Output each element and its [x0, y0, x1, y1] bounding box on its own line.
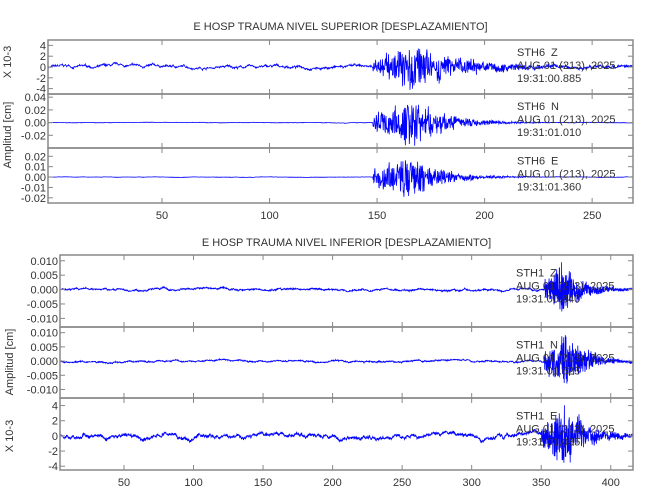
y-tick-label: 0.01 — [25, 162, 46, 174]
scale-label: X 10-3 — [4, 420, 16, 452]
component-label: N — [550, 339, 558, 351]
time-label: 19:31:01.085 — [516, 437, 580, 449]
y-tick-label: 0 — [40, 62, 46, 74]
panel-frame — [47, 147, 634, 204]
y-tick-label: -0.02 — [21, 130, 46, 142]
component-label: N — [551, 101, 559, 113]
x-tick-label: 50 — [118, 477, 130, 489]
date-label: AUG 01 (213), 2025 — [516, 352, 614, 364]
time-label: 19:31:00.885 — [517, 73, 581, 85]
y-tick-label: 0.010 — [30, 328, 58, 340]
y-tick-label: 0.005 — [30, 342, 58, 354]
y-tick-label: -0.02 — [21, 193, 46, 205]
x-tick-label: 200 — [323, 477, 341, 489]
station-label: STH1 — [516, 339, 544, 351]
x-tick-label: 400 — [602, 477, 620, 489]
time-label: 19:31:00.840 — [516, 294, 580, 306]
component-label: Z — [551, 47, 558, 59]
waveform-line — [48, 104, 634, 146]
waveform-line — [59, 335, 634, 384]
y-tick-label: 0.005 — [30, 270, 58, 282]
y-tick-label: -0.010 — [27, 384, 58, 396]
y-tick-label: -2 — [48, 446, 58, 458]
component-label: Z — [550, 268, 557, 280]
x-tick-label: 150 — [254, 477, 272, 489]
y-axis-label: Amplitud [cm] — [4, 329, 16, 396]
x-tick-label: 100 — [260, 210, 278, 222]
x-tick-label: 300 — [462, 477, 480, 489]
panel-frame — [59, 397, 634, 471]
y-axis-label: Amplitud [cm] — [2, 102, 14, 169]
chart-title: E HOSP TRAUMA NIVEL SUPERIOR [DESPLAZAMI… — [193, 21, 487, 33]
y-tick-label: 2 — [52, 416, 58, 428]
y-tick-label: -0.005 — [27, 370, 58, 382]
chart-title: E HOSP TRAUMA NIVEL INFERIOR [DESPLAZAMI… — [202, 237, 491, 249]
y-tick-label: 0.000 — [30, 285, 58, 297]
x-tick-label: 250 — [583, 210, 601, 222]
time-label: 19:31:01.625 — [516, 365, 580, 377]
y-tick-label: 4 — [40, 40, 46, 52]
date-label: AUG 01 (213), 2025 — [516, 424, 614, 436]
y-tick-label: -4 — [48, 461, 58, 473]
y-tick-label: -0.005 — [27, 299, 58, 311]
time-label: 19:31:01.360 — [517, 182, 581, 194]
y-tick-label: 2 — [40, 51, 46, 63]
component-label: E — [551, 156, 558, 168]
waveform-line — [59, 405, 634, 463]
x-tick-label: 150 — [368, 210, 386, 222]
x-tick-label: 100 — [184, 477, 202, 489]
y-tick-label: 0.000 — [30, 356, 58, 368]
chart-0: E HOSP TRAUMA NIVEL SUPERIOR [DESPLAZAMI… — [2, 21, 634, 222]
y-tick-label: 0.010 — [30, 256, 58, 268]
station-label: STH6 — [517, 101, 545, 113]
date-label: AUG 01 (213), 2025 — [517, 114, 615, 126]
date-label: AUG 01 (213), 2025 — [517, 169, 615, 181]
waveform-line — [59, 262, 634, 312]
time-label: 19:31:01.010 — [517, 127, 581, 139]
y-tick-label: 0.02 — [25, 151, 46, 163]
y-tick-label: 0.00 — [25, 172, 46, 184]
y-tick-label: 0.00 — [25, 118, 46, 130]
station-label: STH1 — [516, 268, 544, 280]
y-tick-label: 0.04 — [25, 92, 46, 104]
waveform-line — [47, 48, 634, 90]
y-tick-label: 0.02 — [25, 105, 46, 117]
x-tick-label: 50 — [156, 210, 168, 222]
y-tick-label: -2 — [36, 73, 46, 85]
component-label: E — [550, 411, 557, 423]
x-tick-label: 350 — [532, 477, 550, 489]
y-tick-label: -0.010 — [27, 313, 58, 325]
y-tick-label: -4 — [36, 84, 46, 96]
date-label: AUG 01 (213), 2025 — [517, 60, 615, 72]
x-tick-label: 250 — [393, 477, 411, 489]
waveform-line — [48, 160, 634, 197]
y-tick-label: 0 — [52, 431, 58, 443]
y-tick-label: -0.01 — [21, 182, 46, 194]
station-label: STH1 — [516, 411, 544, 423]
chart-1: E HOSP TRAUMA NIVEL INFERIOR [DESPLAZAMI… — [4, 237, 634, 489]
y-tick-label: 4 — [52, 401, 58, 413]
scale-label: X 10-3 — [2, 46, 14, 78]
station-label: STH6 — [517, 156, 545, 168]
date-label: AUG 01 (213), 2025 — [516, 281, 614, 293]
station-label: STH6 — [517, 47, 545, 59]
x-tick-label: 200 — [475, 210, 493, 222]
